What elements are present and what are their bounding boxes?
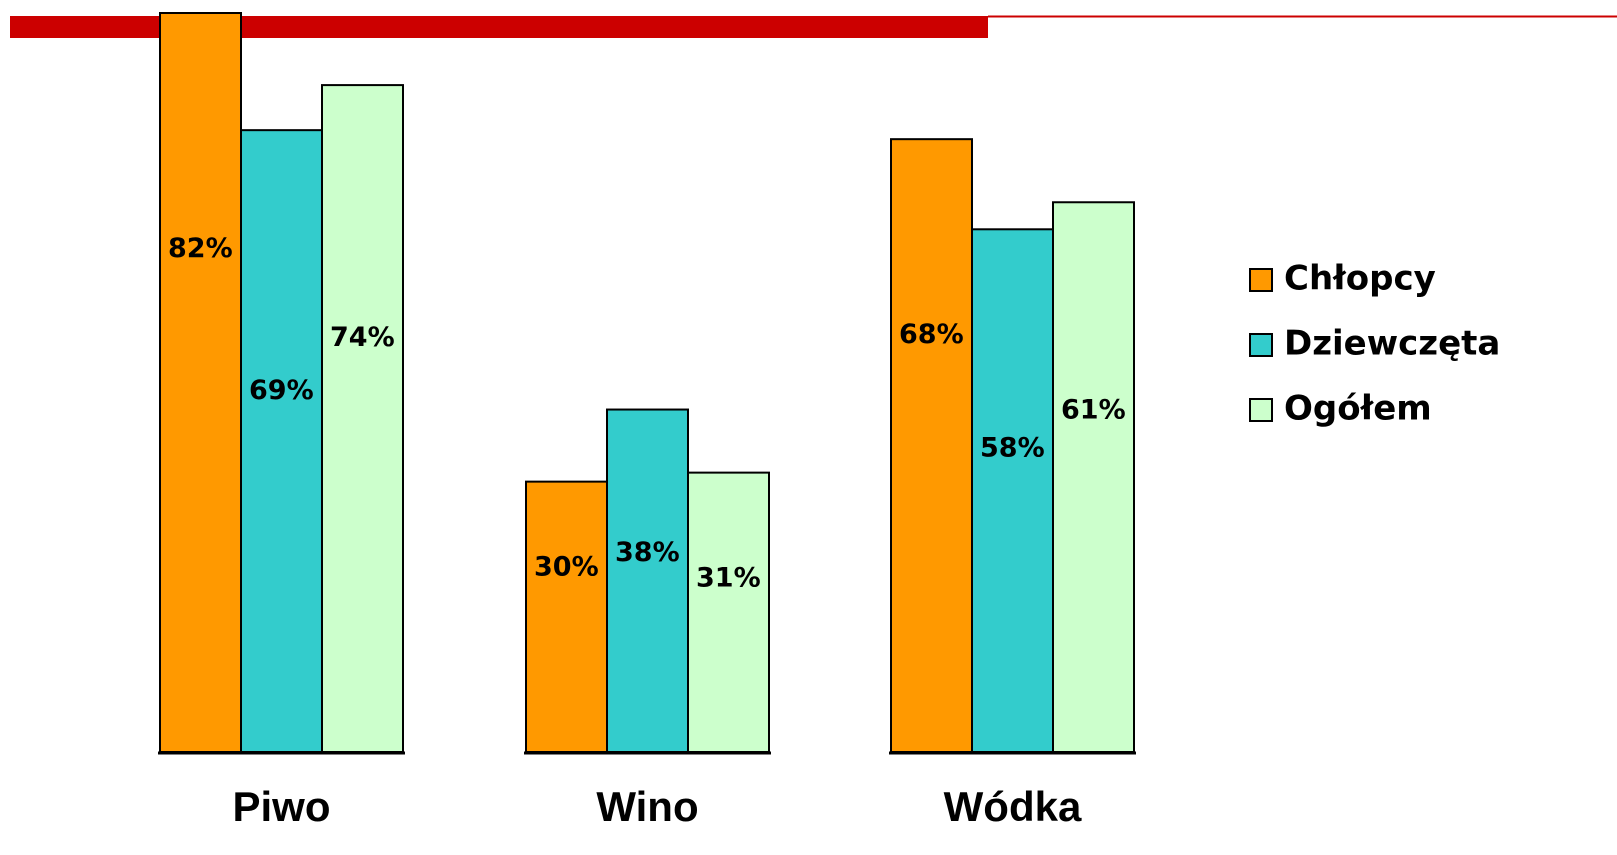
value-label: 68%: [899, 319, 964, 350]
bar: [687, 471, 770, 753]
value-label: 61%: [1061, 395, 1126, 426]
value-label: 69%: [249, 375, 314, 406]
bar: [321, 84, 404, 754]
legend-label: Chłopcy: [1284, 259, 1436, 299]
legend-swatch: [1249, 398, 1273, 422]
banner-bar: [10, 16, 988, 38]
value-label: 58%: [980, 432, 1045, 463]
value-label: 31%: [696, 562, 761, 593]
x-tick-label: Piwo: [232, 783, 330, 830]
legend-swatch: [1249, 333, 1273, 357]
bar: [1052, 201, 1135, 753]
bar: [159, 12, 242, 753]
x-tick-label: Wino: [596, 783, 698, 830]
value-label: 74%: [330, 322, 395, 353]
value-label: 38%: [615, 537, 680, 568]
bar: [240, 129, 323, 754]
x-tick-label: Wódka: [944, 783, 1082, 830]
bar: [606, 408, 689, 753]
value-label: 82%: [168, 233, 233, 264]
bar: [890, 138, 973, 754]
value-label: 30%: [534, 552, 599, 583]
legend-swatch: [1249, 268, 1273, 292]
legend-label: Dziewczęta: [1284, 324, 1500, 364]
bar: [525, 480, 608, 753]
legend-label: Ogółem: [1284, 389, 1432, 429]
bar: [971, 228, 1054, 754]
